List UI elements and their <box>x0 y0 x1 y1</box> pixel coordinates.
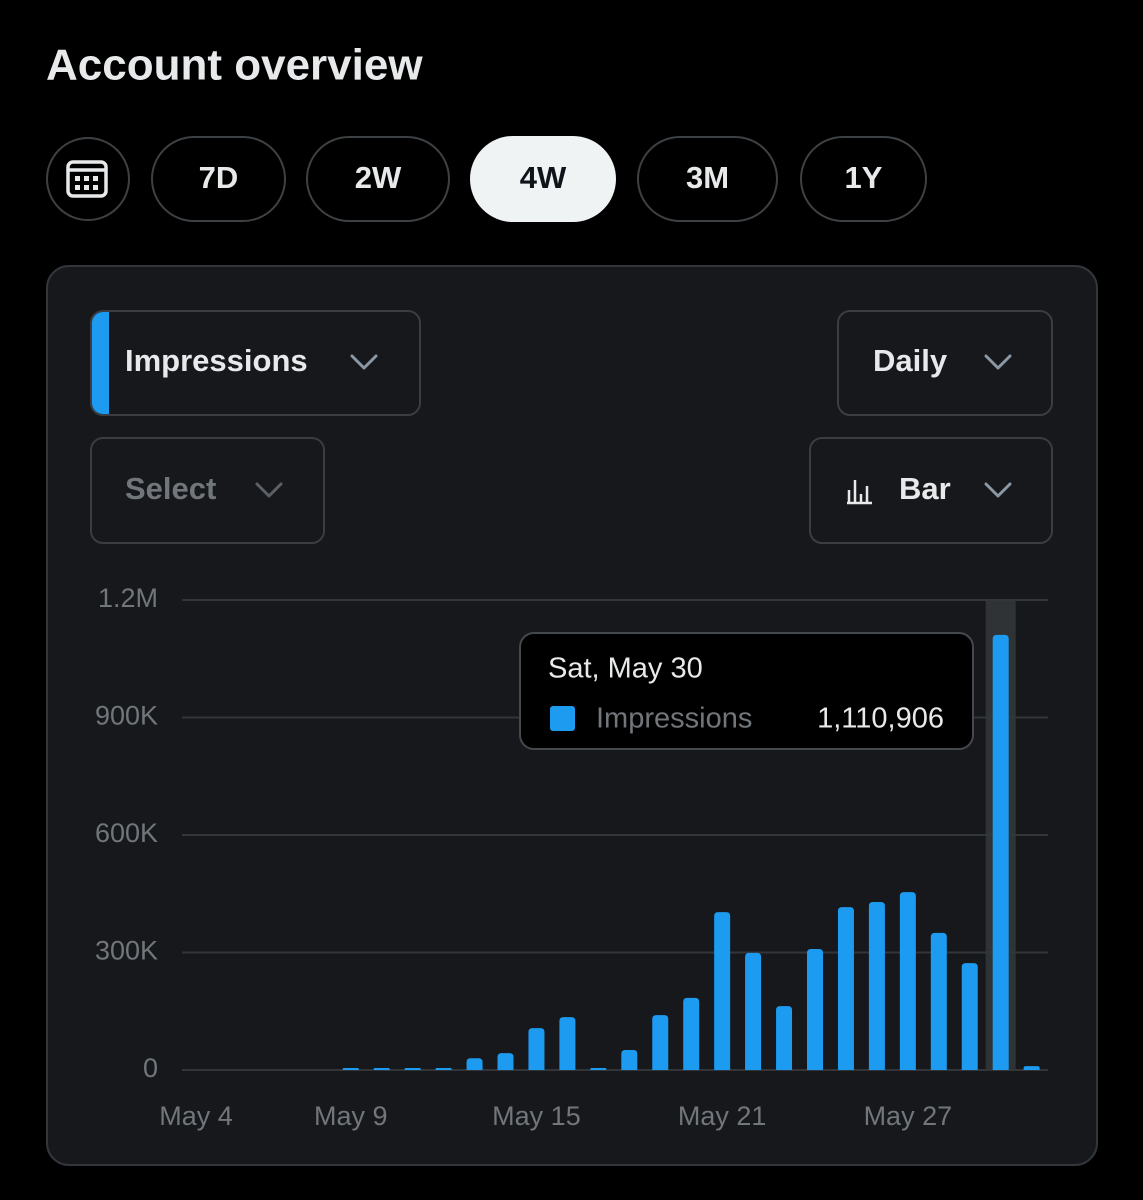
bar <box>776 1006 793 1070</box>
metric-dropdown[interactable]: Impressions <box>90 310 421 416</box>
tooltip-series: Impressions <box>596 703 752 735</box>
bar <box>807 948 823 1070</box>
range-label: 2W <box>355 160 402 195</box>
bar <box>528 1028 545 1070</box>
bar <box>497 1053 514 1070</box>
x-tick-label: May 4 <box>159 1101 233 1131</box>
bar <box>683 997 700 1070</box>
x-tick-label: May 27 <box>864 1101 953 1131</box>
metric-color-stripe <box>92 312 109 414</box>
bar <box>373 1068 390 1070</box>
tooltip-box <box>519 632 974 750</box>
bar <box>435 1068 452 1070</box>
range-pill <box>151 136 286 222</box>
chart-type-label: Bar <box>899 471 951 506</box>
y-tick-label: 600K <box>95 818 158 848</box>
tooltip-title: Sat, May 30 <box>548 653 703 685</box>
x-tick-label: May 9 <box>314 1101 388 1131</box>
bar <box>837 907 854 1070</box>
compare-label: Select <box>125 471 216 506</box>
range-button[interactable]: 7D <box>151 136 286 222</box>
range-pill <box>637 136 778 222</box>
y-tick-label: 0 <box>143 1053 158 1083</box>
bar <box>899 892 916 1070</box>
metric-label: Impressions <box>125 343 308 378</box>
bar <box>404 1068 421 1070</box>
bar <box>930 932 947 1070</box>
y-tick-label: 900K <box>95 701 158 731</box>
x-tick-label: May 21 <box>678 1101 767 1131</box>
y-tick-label: 1.2M <box>98 583 158 613</box>
bar <box>745 952 762 1070</box>
range-pill <box>470 136 616 222</box>
tooltip-value: 1,110,906 <box>817 703 944 735</box>
bar <box>714 912 731 1070</box>
chart-type-dropdown[interactable]: Bar <box>809 437 1053 544</box>
compare-dropdown[interactable]: Select <box>90 437 325 544</box>
bar <box>466 1058 483 1070</box>
bar <box>590 1068 607 1070</box>
range-label: 4W <box>520 160 567 195</box>
bar <box>652 1015 669 1070</box>
range-pill <box>306 136 450 222</box>
range-label: 3M <box>686 160 729 195</box>
bar <box>559 1017 576 1070</box>
page-title: Account overview <box>46 41 423 90</box>
calendar-button[interactable] <box>46 137 130 221</box>
range-button[interactable]: 1Y <box>800 136 927 222</box>
tooltip-swatch <box>550 706 575 731</box>
bar <box>992 634 1009 1070</box>
tooltip: Sat, May 30 Impressions 1,110,906 <box>519 632 974 750</box>
y-tick-label: 300K <box>95 936 158 966</box>
interval-label: Daily <box>873 343 948 378</box>
bar <box>868 901 885 1070</box>
range-label: 7D <box>199 160 239 195</box>
bar <box>621 1050 638 1070</box>
range-button[interactable]: 3M <box>637 136 778 222</box>
range-button[interactable]: 2W <box>306 136 450 222</box>
bar <box>1023 1066 1040 1070</box>
x-tick-label: May 15 <box>492 1101 581 1131</box>
range-pill <box>800 136 927 222</box>
bar <box>961 963 978 1070</box>
range-label: 1Y <box>845 160 883 195</box>
range-button[interactable]: 4W <box>470 136 616 222</box>
bar <box>342 1068 359 1070</box>
interval-dropdown[interactable]: Daily <box>837 310 1053 416</box>
